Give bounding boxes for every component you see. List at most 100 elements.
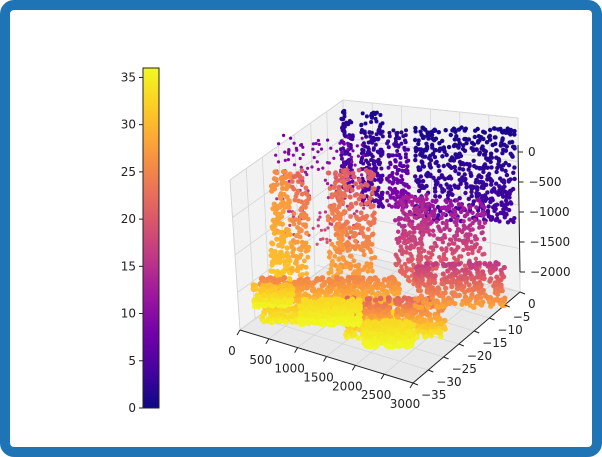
scatter-point (457, 151, 462, 156)
scatter-point (433, 178, 438, 184)
x-tick-mark (294, 347, 299, 353)
scatter-point (365, 226, 371, 232)
scatter-point (426, 228, 431, 233)
scatter-point (498, 267, 504, 274)
scatter-point (370, 232, 376, 237)
scatter-point (289, 136, 293, 140)
scatter-point (337, 202, 343, 208)
scatter-point (367, 130, 372, 135)
scatter-point (469, 193, 474, 199)
scatter-point (488, 199, 493, 205)
scatter-point (456, 202, 462, 207)
scatter-point (433, 189, 438, 194)
scatter-point (430, 228, 436, 233)
scatter-point (416, 165, 421, 170)
scatter-point (355, 144, 359, 148)
scatter-point (419, 245, 424, 251)
scatter-point (413, 129, 418, 134)
scatter-point (417, 267, 423, 273)
scatter-point (428, 172, 433, 177)
scatter-point (274, 181, 280, 188)
scatter-point (373, 281, 379, 288)
scatter-point (423, 229, 428, 234)
scatter-point (276, 160, 281, 164)
scatter-point (319, 275, 326, 281)
scatter-point (493, 206, 498, 212)
scatter-point (462, 294, 468, 300)
scatter-point (404, 217, 409, 222)
scatter-point (460, 175, 465, 180)
colorbar (142, 67, 160, 409)
scatter-point (314, 141, 318, 146)
scatter-point (368, 249, 374, 255)
scatter-point (426, 250, 431, 255)
colorbar-ticks: 0 5 10 15 20 25 30 35 (121, 70, 143, 415)
scatter-point (274, 236, 280, 242)
scatter-point (259, 286, 266, 293)
scatter-point (316, 150, 320, 154)
scatter-point (493, 260, 499, 266)
scatter-point (270, 206, 276, 212)
scatter-point (353, 163, 357, 167)
scatter-point (299, 143, 304, 147)
scatter-point (447, 174, 453, 179)
scatter-point (437, 255, 442, 260)
scatter-point (391, 153, 396, 158)
scatter-point (360, 267, 366, 273)
scatter-point (429, 324, 436, 330)
scatter-point (283, 180, 289, 186)
scatter-point (397, 268, 403, 274)
scatter-point (460, 167, 466, 172)
scatter-point (502, 184, 507, 189)
scatter-point (451, 279, 457, 285)
scatter-point (292, 141, 296, 145)
scatter-point (421, 134, 426, 139)
scatter-point (334, 297, 341, 304)
scatter-point (388, 193, 393, 198)
scatter-point (295, 268, 301, 274)
scatter-point (488, 276, 494, 282)
scatter-point (437, 168, 442, 174)
scatter-point (398, 155, 403, 160)
scatter-point (316, 138, 320, 143)
scatter-point (482, 165, 487, 170)
scatter-point (345, 243, 351, 248)
scatter-point (335, 231, 341, 237)
scatter-point (449, 156, 454, 161)
scatter-point (421, 164, 427, 169)
scatter-point (446, 300, 452, 307)
scatter-point (482, 261, 488, 267)
scatter-point (433, 265, 439, 271)
scatter-point (414, 215, 419, 221)
colorbar-tick-label: 35 (121, 70, 136, 84)
scatter-point (376, 185, 381, 190)
scatter-point (449, 283, 455, 290)
scatter-point (280, 185, 286, 191)
y-tick-label: −20 (467, 349, 492, 363)
scatter-point (499, 167, 505, 172)
scatter-point (269, 259, 275, 265)
scatter-point (450, 128, 455, 133)
scatter-point (465, 237, 471, 243)
scatter-point (468, 245, 474, 250)
scatter-point (482, 152, 488, 157)
scatter-point (400, 322, 407, 330)
scatter-point (342, 317, 349, 324)
scatter-point (376, 157, 381, 162)
scatter-point (275, 298, 282, 305)
scatter-point (365, 268, 371, 274)
scatter-point (270, 185, 276, 192)
scatter-point (473, 256, 479, 261)
scatter-point (380, 121, 385, 126)
scatter-point (328, 238, 332, 242)
scatter-point (354, 216, 360, 222)
scatter-point (379, 325, 387, 332)
scatter-point (391, 291, 398, 297)
x-tick-mark (323, 356, 327, 362)
scatter-point (494, 148, 499, 153)
scatter-point (405, 239, 410, 245)
scatter-point (447, 273, 453, 279)
scatter-point (472, 243, 477, 248)
scatter-point (446, 295, 452, 301)
scatter-point (412, 303, 418, 309)
